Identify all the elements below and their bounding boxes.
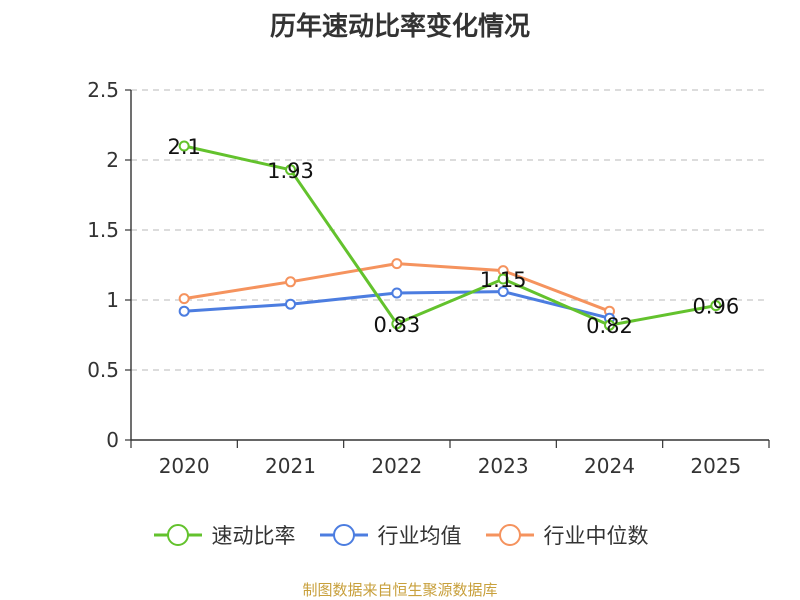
y-tick-label: 0	[106, 428, 119, 452]
data-label: 0.83	[373, 313, 420, 337]
data-point	[285, 276, 296, 288]
x-tick-label: 2022	[371, 454, 422, 478]
x-tick-label: 2020	[159, 454, 210, 478]
data-label: 0.82	[586, 314, 633, 338]
y-tick-label: 0.5	[87, 358, 119, 382]
data-point	[497, 273, 509, 285]
data-point	[178, 293, 190, 305]
legend-label-industry-mean: 行业均值	[377, 524, 462, 548]
series-line-3	[183, 262, 611, 313]
data-label: 1.93	[267, 159, 314, 183]
data-point	[497, 286, 509, 298]
legend-label-speed-ratio: 速动比率	[211, 524, 296, 548]
y-tick-label: 1	[106, 288, 119, 312]
data-point	[604, 319, 615, 331]
legend-label-industry-median: 行业中位数	[543, 524, 649, 548]
x-tick-label: 2021	[265, 454, 316, 478]
x-tick-label: 2023	[478, 454, 529, 478]
data-point	[391, 318, 403, 330]
y-tick-label: 2	[106, 148, 119, 172]
legend: 速动比率 行业均值 行业中位数	[0, 520, 800, 550]
data-point	[285, 298, 296, 310]
series-line-1	[183, 144, 717, 327]
data-point	[178, 305, 190, 317]
x-tick-label: 2024	[584, 454, 635, 478]
data-point	[391, 258, 403, 270]
y-tick-label: 2.5	[87, 78, 119, 102]
data-point	[178, 140, 190, 152]
legend-item-speed-ratio[interactable]: 速动比率	[152, 520, 296, 550]
data-source-note: 制图数据来自恒生聚源数据库	[302, 581, 498, 599]
data-label: 1.15	[480, 268, 527, 292]
legend-item-industry-mean[interactable]: 行业均值	[318, 520, 462, 550]
data-label: 2.1	[167, 135, 200, 159]
data-point	[391, 287, 403, 299]
legend-swatch-speed-ratio	[153, 524, 202, 546]
data-point	[710, 300, 722, 312]
y-tick-label: 1.5	[87, 218, 119, 242]
x-tick-label: 2025	[690, 454, 741, 478]
legend-swatch-industry-median	[485, 524, 534, 546]
legend-item-industry-median[interactable]: 行业中位数	[484, 520, 649, 550]
chart-title: 历年速动比率变化情况	[269, 12, 530, 42]
data-label: 0.96	[692, 295, 739, 319]
legend-swatch-industry-mean	[319, 524, 368, 546]
data-point	[285, 164, 296, 176]
